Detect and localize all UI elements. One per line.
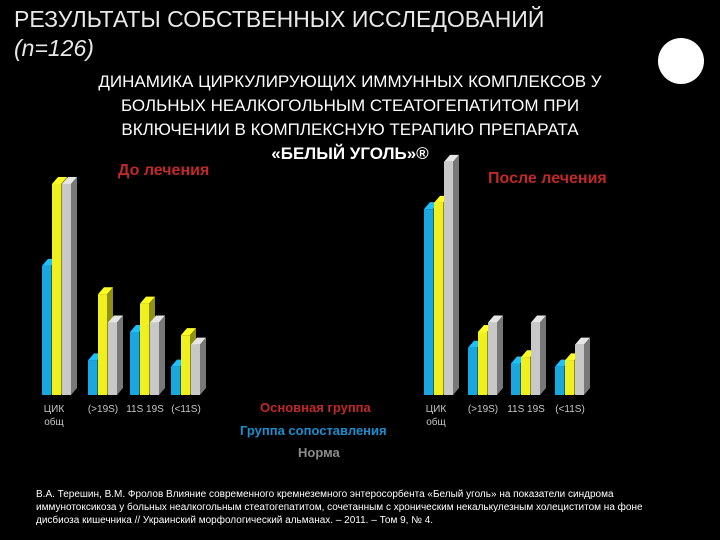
bar — [150, 315, 165, 395]
bar-side — [497, 315, 503, 395]
bar-top — [575, 337, 590, 345]
bar-front — [181, 335, 190, 395]
bar-top — [108, 315, 123, 323]
bar-front — [565, 360, 574, 395]
bar-top — [488, 315, 503, 323]
bar-side — [453, 154, 459, 395]
x-tick-label: общ — [426, 416, 446, 428]
bar-front — [511, 363, 520, 395]
x-tick-label: общ — [44, 416, 64, 428]
bar — [575, 337, 590, 395]
bar-front — [575, 344, 584, 395]
chart-title-line: ВКЛЮЧЕНИИ В КОМПЛЕКСНУЮ ТЕРАПИЮ ПРЕПАРАТ… — [121, 120, 579, 139]
bar-top — [140, 296, 155, 304]
bar-top — [531, 315, 546, 323]
bar — [191, 337, 206, 395]
bar-front — [444, 161, 453, 395]
bar-front — [468, 347, 477, 395]
chart-title-line: БОЛЬНЫХ НЕАЛКОГОЛЬНЫМ СТЕАТОГЕПАТИТОМ ПР… — [120, 96, 580, 115]
chart-title: ДИНАМИКА ЦИРКУЛИРУЮЩИХ ИММУННЫХ КОМПЛЕКС… — [30, 70, 670, 166]
bar-side — [540, 315, 546, 395]
bar-top — [191, 337, 206, 345]
chart-title-line: ДИНАМИКА ЦИРКУЛИРУЮЩИХ ИММУННЫХ КОМПЛЕКС… — [98, 72, 602, 91]
x-tick-label: ЦИК — [44, 404, 65, 415]
bar-front — [434, 202, 443, 395]
bar-side — [584, 337, 590, 395]
bar-front — [478, 332, 487, 395]
group-label-after: После лечения — [488, 170, 607, 187]
x-tick-label: (>19S) — [88, 404, 118, 415]
citation: В.А. Терешин, В.М. Фролов Влияние соврем… — [36, 489, 643, 526]
bar-front — [150, 322, 159, 395]
bar — [444, 154, 459, 395]
x-tick-label: (<11S) — [171, 404, 201, 415]
white-circle-icon — [658, 38, 704, 84]
bar-side — [71, 176, 77, 395]
bar-front — [52, 183, 61, 395]
bar-front — [488, 322, 497, 395]
bar-top — [181, 328, 196, 336]
bar-front — [424, 209, 433, 395]
x-tick-label: (<11S) — [555, 404, 585, 415]
group-label-before: До лечения — [118, 162, 210, 179]
x-tick-label: ЦИК — [426, 404, 447, 415]
bar-front — [42, 265, 51, 395]
x-tick-label: 11S 19S — [507, 404, 545, 415]
bar-front — [191, 344, 200, 395]
bar-front — [531, 322, 540, 395]
legend-comparison-group: Группа сопоставления — [240, 423, 387, 438]
bar — [531, 315, 546, 395]
legend-norm: Норма — [298, 445, 340, 460]
slide-title: РЕЗУЛЬТАТЫ СОБСТВЕННЫХ ИССЛЕДОВАНИЙ — [14, 6, 545, 32]
bar — [62, 176, 77, 395]
bar-side — [159, 315, 165, 395]
bar-front — [62, 183, 71, 395]
bar — [108, 315, 123, 395]
bar-side — [200, 337, 206, 395]
bar-top — [62, 176, 77, 184]
bar-top — [98, 287, 113, 295]
bar-side — [117, 315, 123, 395]
bar-top — [444, 154, 459, 162]
bar-front — [98, 294, 107, 395]
bar-front — [140, 303, 149, 395]
bar-front — [108, 322, 117, 395]
x-tick-label: 11S 19S — [126, 404, 164, 415]
bar-front — [555, 366, 564, 395]
x-tick-label: (>19S) — [468, 404, 498, 415]
bar-front — [171, 366, 180, 395]
slide-subtitle: (n=126) — [14, 35, 94, 61]
bar-top — [52, 176, 67, 184]
bar-front — [521, 357, 530, 395]
bar-front — [130, 332, 139, 395]
bar — [488, 315, 503, 395]
legend-main-group: Основная группа — [260, 400, 371, 415]
bar-front — [88, 360, 97, 395]
chart-title-line: «БЕЛЫЙ УГОЛЬ»® — [271, 144, 429, 163]
bar-top — [150, 315, 165, 323]
